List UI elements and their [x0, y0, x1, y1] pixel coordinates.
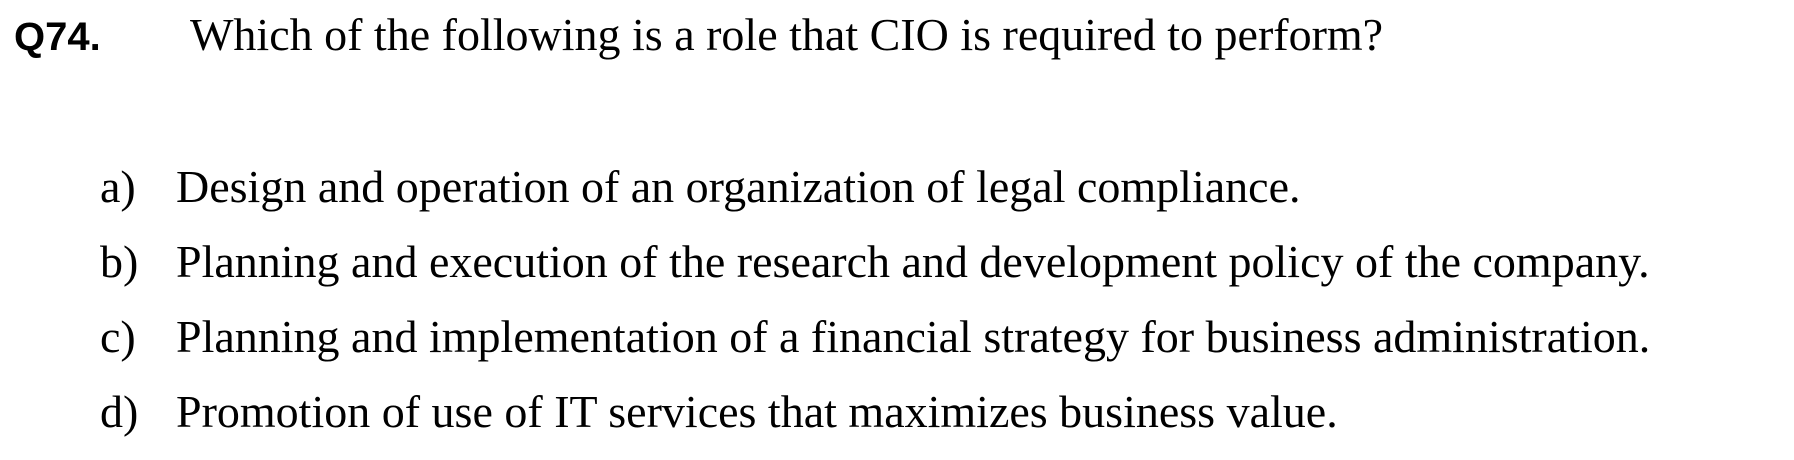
option-text: Promotion of use of IT services that max… — [176, 386, 1338, 437]
option-a: a) Design and operation of an organizati… — [100, 160, 1650, 235]
answer-options-list: a) Design and operation of an organizati… — [100, 160, 1650, 460]
question-number: Q74. — [14, 15, 101, 59]
option-letter: c) — [100, 311, 136, 362]
question-text: Which of the following is a role that CI… — [190, 9, 1384, 60]
option-c: c) Planning and implementation of a fina… — [100, 310, 1650, 385]
option-text: Planning and execution of the research a… — [176, 236, 1650, 287]
option-text: Planning and implementation of a financi… — [176, 311, 1651, 362]
option-letter: b) — [100, 236, 139, 287]
question-header: Q74. Which of the following is a role th… — [14, 8, 1383, 61]
option-letter: d) — [100, 386, 139, 437]
option-b: b) Planning and execution of the researc… — [100, 235, 1650, 310]
option-letter: a) — [100, 161, 136, 212]
option-text: Design and operation of an organization … — [176, 161, 1301, 212]
option-d: d) Promotion of use of IT services that … — [100, 385, 1650, 460]
